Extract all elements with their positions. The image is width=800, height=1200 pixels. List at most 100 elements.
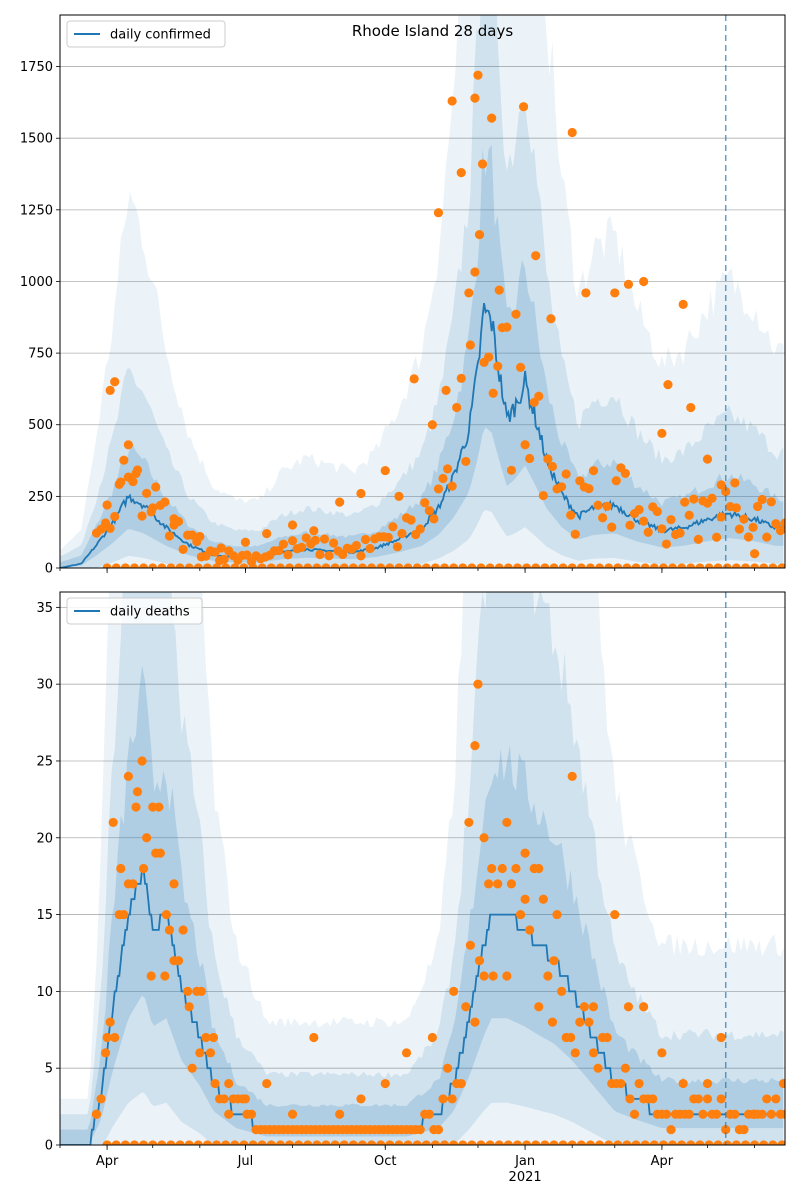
data-point — [237, 1094, 247, 1104]
data-point — [151, 482, 161, 492]
data-point — [485, 563, 495, 568]
data-point — [506, 465, 517, 475]
data-point — [310, 535, 320, 545]
data-point — [330, 1140, 340, 1145]
data-point — [119, 909, 129, 920]
data-point — [447, 96, 457, 106]
data-point — [657, 1048, 667, 1058]
data-point — [640, 1140, 650, 1145]
data-point — [479, 833, 489, 843]
data-point — [456, 373, 466, 383]
data-point — [522, 1140, 532, 1145]
data-point — [584, 483, 594, 494]
data-point — [529, 863, 539, 874]
data-point — [275, 1140, 285, 1145]
data-point — [187, 530, 197, 540]
data-point — [430, 563, 441, 568]
data-point — [748, 522, 758, 532]
y-tick-label: 0 — [45, 1139, 53, 1154]
data-point — [661, 539, 672, 549]
data-point — [110, 1032, 120, 1043]
data-point — [178, 544, 188, 554]
data-point — [138, 563, 149, 568]
data-point — [187, 1063, 197, 1073]
data-point — [552, 909, 562, 920]
data-point — [725, 502, 735, 512]
data-point — [195, 1048, 205, 1058]
data-point — [525, 453, 535, 464]
data-point — [102, 1032, 112, 1043]
data-point — [522, 563, 532, 568]
data-point — [284, 1140, 295, 1145]
data-point — [470, 267, 480, 277]
data-point — [208, 1032, 219, 1043]
data-point — [415, 524, 425, 534]
data-point — [128, 879, 138, 889]
y-tick-label: 25 — [36, 754, 53, 769]
uncertainty-band — [60, 665, 784, 1145]
data-point — [678, 1078, 688, 1089]
data-point — [567, 127, 577, 138]
data-point — [707, 493, 717, 503]
data-point — [771, 519, 781, 529]
data-point — [202, 1140, 213, 1145]
legend: daily deaths — [66, 597, 203, 625]
y-tick-label: 5 — [45, 1062, 53, 1077]
data-point — [142, 833, 152, 843]
data-point — [543, 971, 553, 981]
data-point — [623, 1002, 634, 1012]
data-point — [722, 563, 732, 568]
data-point — [433, 484, 444, 494]
data-point — [412, 1140, 422, 1145]
y-tick-label: 10 — [36, 985, 53, 1000]
data-point — [193, 1140, 203, 1145]
data-point — [531, 563, 541, 568]
data-point — [224, 1109, 234, 1119]
data-point — [515, 362, 526, 372]
data-point — [610, 288, 620, 298]
data-point — [330, 563, 340, 568]
data-point — [339, 563, 349, 568]
data-point — [242, 550, 252, 560]
data-point — [465, 940, 475, 950]
data-point — [380, 465, 390, 476]
data-point — [376, 1140, 386, 1145]
data-point — [173, 516, 184, 527]
data-point — [321, 563, 331, 568]
data-point — [287, 536, 298, 546]
data-point — [474, 956, 485, 966]
data-point — [702, 1078, 713, 1089]
data-point — [777, 1140, 785, 1145]
data-point — [128, 476, 138, 487]
data-point — [686, 1140, 696, 1145]
data-point — [473, 679, 483, 689]
data-point — [467, 1140, 477, 1145]
data-point — [111, 1140, 121, 1145]
data-point — [643, 527, 653, 537]
data-point — [750, 563, 760, 568]
data-point — [663, 380, 673, 390]
data-point — [178, 925, 188, 935]
data-point — [192, 536, 202, 547]
data-point — [439, 563, 450, 568]
data-point — [335, 1109, 345, 1119]
data-point — [538, 894, 548, 904]
data-point — [406, 515, 416, 525]
data-point — [731, 1140, 741, 1145]
y-tick-label: 1750 — [20, 60, 53, 75]
data-point — [511, 863, 521, 874]
data-point — [201, 1032, 211, 1043]
data-point — [625, 520, 635, 530]
data-point — [275, 563, 285, 568]
data-point — [394, 491, 404, 501]
y-tick-label: 500 — [28, 418, 53, 433]
data-point — [488, 971, 498, 981]
y-tick-label: 1000 — [20, 275, 53, 290]
data-point — [108, 817, 118, 828]
data-point — [287, 520, 298, 530]
data-point — [771, 1094, 781, 1104]
data-point — [456, 167, 466, 178]
data-point — [649, 563, 659, 568]
data-point — [702, 1094, 713, 1104]
